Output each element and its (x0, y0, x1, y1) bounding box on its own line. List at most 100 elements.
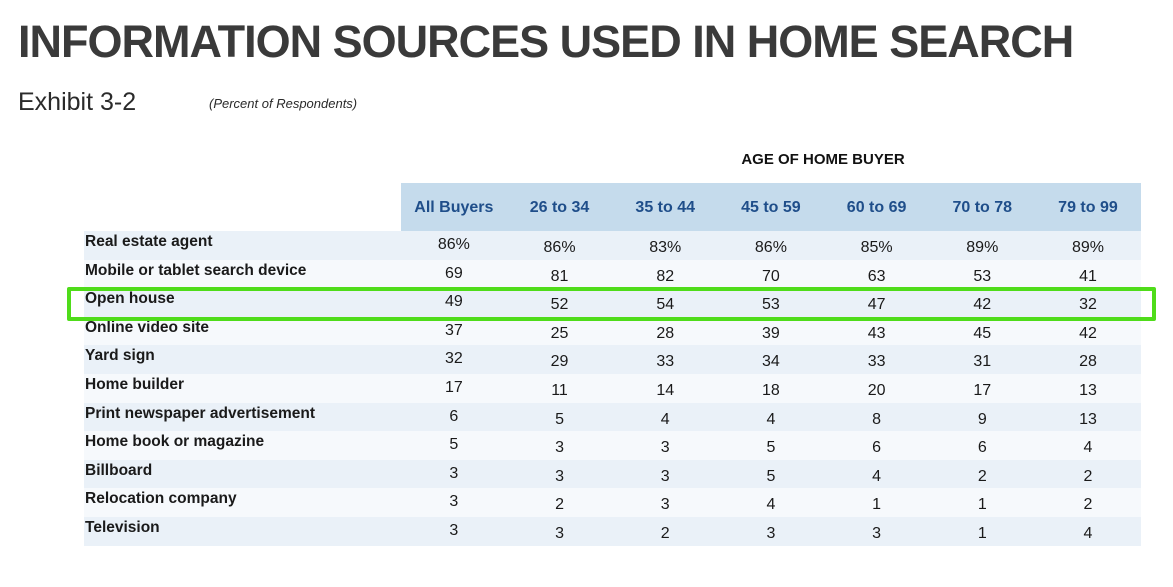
row-label: Yard sign (85, 347, 155, 365)
table-cell: 17 (973, 381, 992, 399)
table-cell: 14 (656, 381, 675, 399)
table-cell: 86% (754, 239, 787, 256)
column-header: 70 to 78 (952, 199, 1013, 216)
table-cell: 3 (872, 524, 882, 542)
table-row: Relocation company 3 2 3 4 1 1 2 (84, 488, 1141, 517)
row-values: 5 3 3 5 6 6 4 (401, 431, 1141, 460)
row-label: Real estate agent (85, 233, 213, 250)
table-cell: 9 (977, 410, 987, 428)
table-cell: 5 (555, 410, 564, 428)
column-header: 60 to 69 (846, 199, 907, 216)
table-cell: 83% (649, 239, 682, 256)
age-group-header: AGE OF HOME BUYER (741, 151, 905, 168)
table-cell: 4 (1083, 439, 1093, 457)
table-cell: 52 (550, 296, 569, 314)
table-cell: 2 (1083, 467, 1093, 485)
row-values: 86% 86% 83% 86% 85% 89% 89% (401, 231, 1141, 260)
table-cell: 49 (444, 293, 463, 311)
table-cell: 20 (867, 381, 886, 399)
table-cell: 82 (656, 267, 675, 285)
table-cell: 29 (550, 353, 569, 371)
table-cell: 37 (444, 321, 463, 339)
table-cell: 3 (660, 496, 670, 514)
table-row: Home book or magazine 5 3 3 5 6 6 4 (84, 431, 1141, 460)
table-cell: 53 (762, 296, 780, 314)
table-cell: 5 (766, 467, 776, 485)
table-cell: 32 (1079, 296, 1097, 314)
table-cell: 4 (660, 410, 670, 428)
row-label: Billboard (85, 461, 153, 479)
table-cell: 3 (766, 524, 776, 542)
table-cell: 39 (762, 324, 780, 342)
table-row: Print newspaper advertisement 6 5 4 4 8 9 13 (84, 402, 1141, 432)
row-label: Home book or magazine (85, 433, 265, 451)
table-cell: 89% (966, 239, 999, 256)
table-cell: 43 (867, 324, 886, 342)
table-subtitle: (Percent of Respondents) (209, 96, 358, 111)
table-cell: 34 (762, 353, 780, 371)
table-body: Real estate agent 86% 86% 83% 86% 85% 89% 89% Mo… (84, 231, 1141, 546)
table-cell: 89% (1071, 239, 1104, 256)
table-cell: 70 (762, 267, 780, 285)
row-label: Open house (85, 290, 175, 308)
row-values: 49 52 54 53 47 42 32 (401, 288, 1141, 317)
table-cell: 8 (872, 410, 882, 428)
table-cell: 41 (1079, 267, 1097, 285)
table-cell: 28 (656, 324, 675, 342)
row-label: Online video site (85, 318, 210, 336)
table-cell: 13 (1079, 410, 1097, 428)
table-row: Yard sign 32 29 33 34 33 31 28 (84, 345, 1141, 374)
table-cell: 28 (1079, 353, 1097, 371)
table-cell: 2 (977, 467, 987, 485)
table-row: Billboard 3 3 3 5 4 2 2 (84, 459, 1141, 489)
column-header: 45 to 59 (741, 199, 801, 216)
row-values: 17 11 14 18 20 17 13 (401, 374, 1141, 403)
table-cell: 3 (555, 524, 564, 542)
table-cell: 3 (660, 467, 670, 485)
table-cell: 47 (867, 296, 886, 314)
page-title: INFORMATION SOURCES USED IN HOME SEARCH (18, 16, 1074, 67)
row-values: 6 5 4 4 8 9 13 (401, 403, 1141, 432)
table-cell: 81 (550, 267, 569, 285)
table-cell: 13 (1079, 381, 1097, 399)
table-cell: 5 (766, 439, 776, 457)
table-cell: 1 (872, 496, 882, 514)
row-values: 69 81 82 70 63 53 41 (401, 260, 1141, 289)
table-cell: 6 (449, 407, 459, 425)
exhibit-label: Exhibit 3-2 (18, 88, 137, 116)
table-row: Mobile or tablet search device 69 81 82 70 63… (84, 259, 1141, 289)
table-cell: 4 (872, 467, 882, 485)
table-cell: 33 (867, 353, 886, 371)
table-cell: 86% (543, 239, 576, 256)
table-cell: 32 (444, 350, 463, 368)
column-header: 26 to 34 (529, 199, 590, 216)
table-row: Open house 49 52 54 53 47 42 32 (84, 288, 1141, 317)
table-cell: 4 (766, 410, 776, 428)
table-cell: 86% (437, 236, 470, 253)
table-cell: 17 (444, 378, 463, 396)
column-header: 79 to 99 (1058, 199, 1118, 216)
table-cell: 3 (555, 467, 564, 485)
table-cell: 4 (766, 496, 776, 514)
table-cell: 2 (1083, 496, 1093, 514)
table-cell: 69 (444, 264, 463, 282)
table-cell: 3 (660, 439, 670, 457)
row-label: Mobile or tablet search device (85, 261, 307, 279)
table-cell: 3 (555, 439, 564, 457)
row-label: Relocation company (85, 490, 237, 508)
table-cell: 25 (550, 324, 569, 342)
table-cell: 6 (977, 439, 987, 457)
table-cell: 18 (762, 381, 780, 399)
row-label: Home builder (85, 375, 185, 393)
table-row: Online video site 37 25 28 39 43 45 42 (84, 316, 1141, 346)
table-cell: 5 (449, 436, 459, 454)
row-values: 3 2 3 4 1 1 2 (401, 488, 1141, 517)
row-values: 3 3 2 3 3 1 4 (401, 517, 1141, 546)
table-cell: 33 (656, 353, 675, 371)
table-cell: 11 (551, 381, 568, 399)
table-cell: 3 (449, 521, 459, 539)
row-values: 3 3 3 5 4 2 2 (401, 460, 1141, 489)
table-row: Television 3 3 2 3 3 1 4 (84, 516, 1141, 546)
table-cell: 85% (860, 239, 893, 256)
